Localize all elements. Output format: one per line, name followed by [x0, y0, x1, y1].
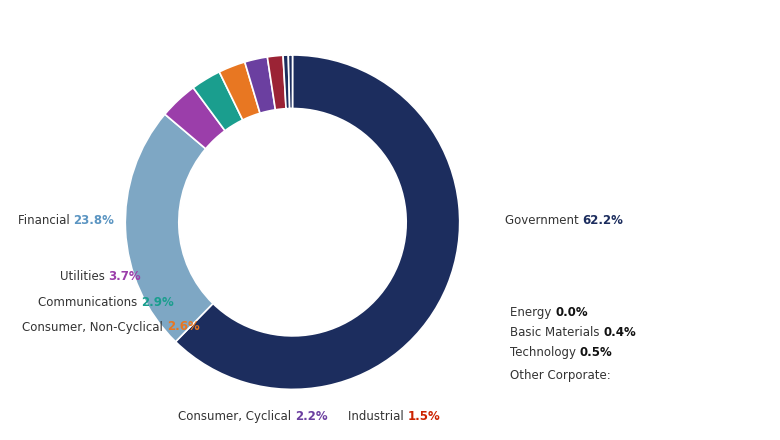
- Text: Energy: Energy: [510, 305, 555, 319]
- Text: 0.5%: 0.5%: [580, 345, 612, 359]
- Text: Consumer, Cyclical: Consumer, Cyclical: [178, 410, 295, 422]
- Text: 0.4%: 0.4%: [603, 326, 636, 338]
- Wedge shape: [176, 55, 459, 389]
- Wedge shape: [245, 57, 275, 113]
- Text: 62.2%: 62.2%: [583, 213, 623, 227]
- Text: Industrial: Industrial: [348, 410, 407, 422]
- Text: Communications: Communications: [38, 296, 141, 308]
- Text: Other Corporate:: Other Corporate:: [510, 368, 611, 381]
- Text: Government: Government: [505, 213, 583, 227]
- Text: Consumer, Non-Cyclical: Consumer, Non-Cyclical: [22, 320, 167, 334]
- Text: Basic Materials: Basic Materials: [510, 326, 603, 338]
- Wedge shape: [283, 55, 289, 109]
- Text: 3.7%: 3.7%: [108, 271, 141, 283]
- Text: Utilities: Utilities: [60, 271, 108, 283]
- Wedge shape: [165, 88, 225, 149]
- Text: 2.2%: 2.2%: [295, 410, 328, 422]
- Text: 2.9%: 2.9%: [141, 296, 174, 308]
- Text: Technology: Technology: [510, 345, 580, 359]
- Text: Financial: Financial: [18, 213, 73, 227]
- Wedge shape: [193, 72, 243, 131]
- Text: 0.0%: 0.0%: [555, 305, 588, 319]
- Wedge shape: [268, 55, 286, 110]
- Text: 2.6%: 2.6%: [167, 320, 200, 334]
- Wedge shape: [126, 114, 213, 342]
- Wedge shape: [289, 55, 292, 109]
- Wedge shape: [219, 62, 260, 120]
- Text: 1.5%: 1.5%: [407, 410, 440, 422]
- Text: 23.8%: 23.8%: [73, 213, 115, 227]
